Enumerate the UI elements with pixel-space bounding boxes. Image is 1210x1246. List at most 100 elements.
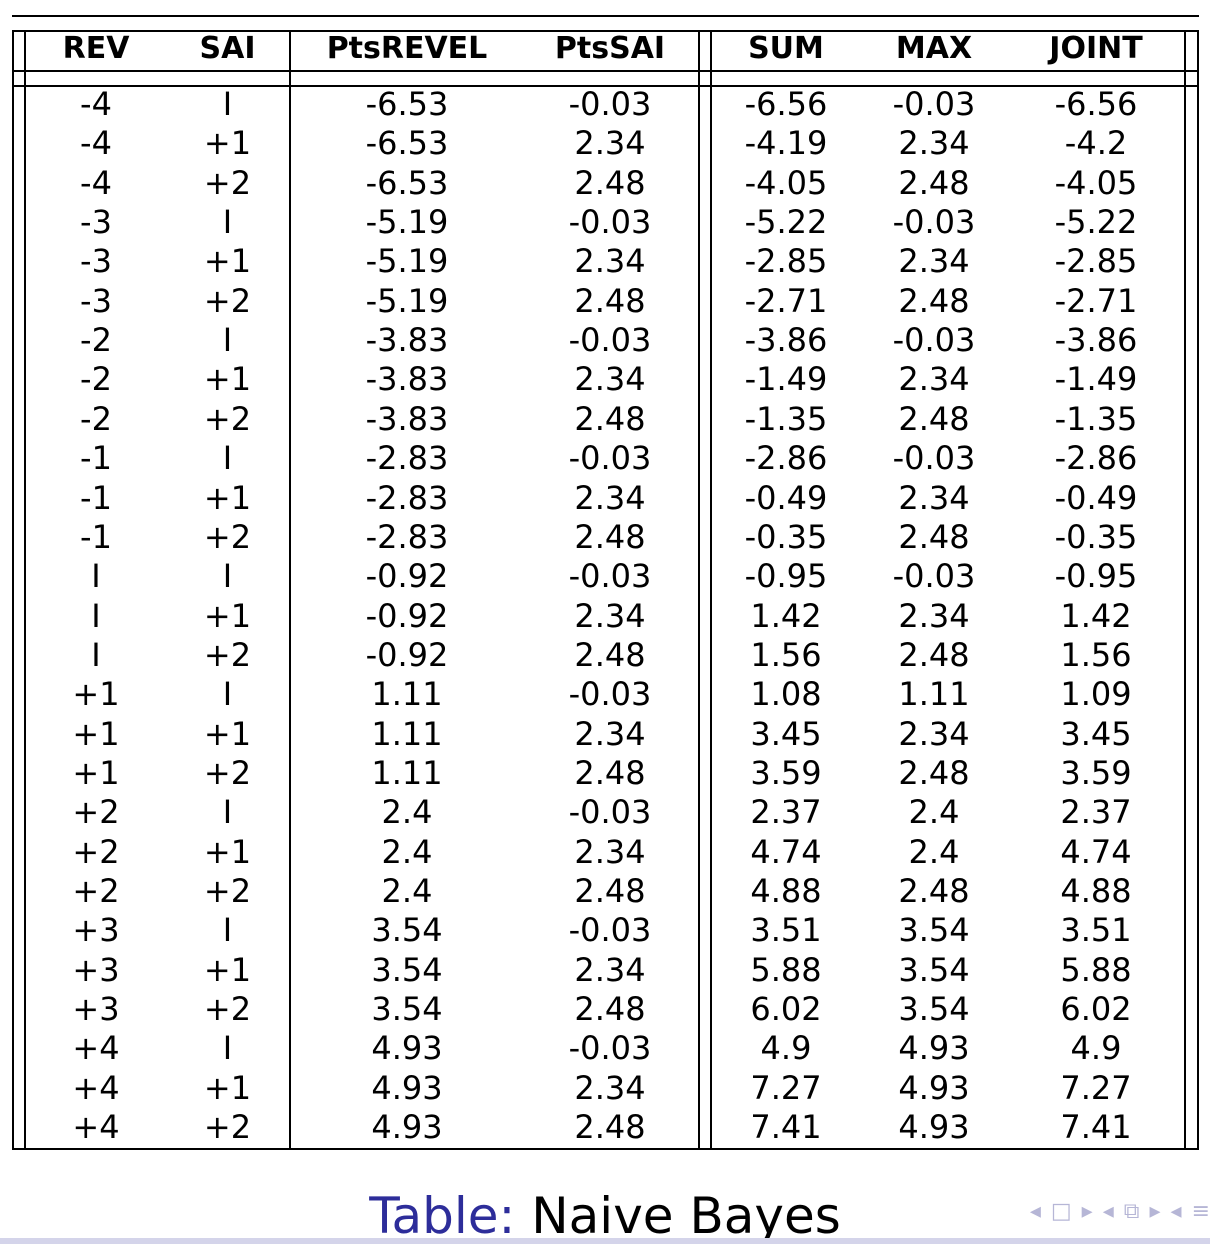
cell-ptsrevel: -6.53 — [365, 85, 449, 123]
cell-ptsrevel: -5.19 — [365, 281, 449, 320]
nav-next-arrow-icon[interactable]: ▸ — [1081, 1198, 1093, 1224]
cell-ptssai: -0.03 — [568, 439, 652, 478]
cell-sum: -3.86 — [744, 321, 828, 360]
cell-rev: +3 — [72, 911, 120, 950]
cell-joint: -6.56 — [1054, 85, 1138, 123]
cell-rev: +2 — [72, 872, 120, 910]
cell-joint: -0.35 — [1054, 517, 1138, 556]
cell-sai: +1 — [203, 832, 252, 871]
cell-max: 2.48 — [898, 872, 970, 910]
cell-sai: +2 — [203, 872, 252, 910]
cell-ptssai: -0.03 — [568, 321, 652, 360]
cell-joint: 1.56 — [1060, 635, 1132, 674]
cell-sum: -4.19 — [744, 124, 828, 163]
cell-rev: -3 — [80, 281, 112, 320]
cell-ptssai: -0.03 — [568, 557, 652, 596]
cell-sai: +1 — [203, 596, 252, 635]
nav-prev-arrow-icon[interactable]: ◂ — [1029, 1198, 1041, 1224]
cell-sum: 7.27 — [750, 1068, 822, 1107]
cell-ptsrevel: -3.83 — [365, 360, 449, 399]
caption-label: Table: — [369, 1187, 516, 1245]
bottom-bar — [0, 1238, 1210, 1244]
cell-ptsrevel: -2.83 — [365, 439, 449, 478]
cell-rev: -2 — [80, 399, 112, 438]
body-rule-top — [12, 85, 1199, 87]
cell-sai: +2 — [203, 281, 252, 320]
col-separator-ptssai-b — [710, 30, 712, 1150]
cell-ptssai: 2.34 — [574, 124, 646, 163]
header-rule-bottom — [12, 70, 1199, 72]
cell-ptssai: -0.03 — [568, 793, 652, 832]
cell-ptsrevel: -2.83 — [365, 478, 449, 517]
cell-max: 2.34 — [898, 478, 970, 517]
cell-ptsrevel: 2.4 — [381, 872, 433, 910]
cell-joint: 3.59 — [1060, 753, 1132, 792]
cell-max: 2.48 — [898, 399, 970, 438]
cell-sum: -5.22 — [744, 203, 828, 242]
cell-sum: -1.49 — [744, 360, 828, 399]
cell-max: 2.34 — [898, 242, 970, 281]
cell-ptsrevel: 4.93 — [371, 1068, 443, 1107]
cell-ptsrevel: 4.93 — [371, 1029, 443, 1068]
cell-rev: I — [91, 635, 101, 674]
cell-ptsrevel: 2.4 — [381, 793, 433, 832]
table-border-left-inner — [24, 30, 26, 1150]
cell-sai: I — [222, 321, 233, 360]
cell-rev: -2 — [80, 321, 112, 360]
cell-sum: -2.71 — [744, 281, 828, 320]
cell-max: 4.93 — [898, 1029, 970, 1068]
cell-ptsrevel: 1.11 — [371, 753, 443, 792]
cell-sum: -2.85 — [744, 242, 828, 281]
cell-sai: +1 — [203, 1068, 252, 1107]
cell-sum: 1.42 — [750, 596, 822, 635]
nav-prev-arrow-icon[interactable]: ◂ — [1102, 1198, 1114, 1224]
table-rule-bottom — [12, 1148, 1199, 1150]
cell-ptsrevel: 3.54 — [371, 950, 443, 989]
cell-joint: 4.88 — [1060, 872, 1132, 910]
nav-next-arrow-icon[interactable]: ▸ — [1149, 1198, 1161, 1224]
col-separator-sai — [289, 30, 291, 1150]
cell-ptssai: -0.03 — [568, 675, 652, 714]
cell-ptsrevel: -5.19 — [365, 203, 449, 242]
cell-max: 2.4 — [908, 832, 960, 871]
cell-rev: -3 — [80, 203, 112, 242]
cell-sum: 4.88 — [750, 872, 822, 910]
cell-rev: -2 — [80, 360, 112, 399]
cell-ptssai: 2.48 — [574, 399, 646, 438]
cell-sum: -0.35 — [744, 517, 828, 556]
col-separator-ptssai-a — [698, 30, 700, 1150]
cell-rev: +3 — [72, 950, 120, 989]
table-border-right-inner — [1184, 30, 1186, 1150]
cell-sai: I — [222, 911, 233, 950]
nav-prev-arrow-icon[interactable]: ◂ — [1170, 1198, 1182, 1224]
nav-menu-icon[interactable]: ≡ — [1191, 1198, 1210, 1224]
cell-joint: -1.35 — [1054, 399, 1138, 438]
cell-joint: -3.86 — [1054, 321, 1138, 360]
cell-joint: 3.45 — [1060, 714, 1132, 753]
cell-max: -0.03 — [892, 85, 976, 123]
cell-ptsrevel: -3.83 — [365, 321, 449, 360]
cell-sai: I — [222, 557, 233, 596]
cell-max: 2.34 — [898, 124, 970, 163]
cell-max: -0.03 — [892, 439, 976, 478]
cell-sai: I — [222, 675, 233, 714]
cell-sai: +2 — [203, 990, 252, 1029]
cell-max: 4.93 — [898, 1068, 970, 1107]
nav-frame-icon[interactable]: □ — [1050, 1198, 1072, 1224]
cell-ptssai: 2.48 — [574, 517, 646, 556]
cell-ptsrevel: -0.92 — [365, 596, 449, 635]
cell-max: 4.93 — [898, 1108, 970, 1147]
cell-sum: -2.86 — [744, 439, 828, 478]
cell-sai: +2 — [203, 163, 252, 202]
cell-rev: I — [91, 557, 101, 596]
cell-sum: 4.74 — [750, 832, 822, 871]
cell-max: 1.11 — [898, 675, 970, 714]
cell-ptsrevel: 1.11 — [371, 675, 443, 714]
cell-sum: 3.51 — [750, 911, 822, 950]
cell-ptssai: -0.03 — [568, 1029, 652, 1068]
cell-rev: +1 — [72, 675, 120, 714]
cell-ptssai: 2.34 — [574, 478, 646, 517]
cell-rev: +2 — [72, 793, 120, 832]
nav-section-icon[interactable]: ⧉ — [1123, 1198, 1140, 1224]
cell-max: -0.03 — [892, 321, 976, 360]
